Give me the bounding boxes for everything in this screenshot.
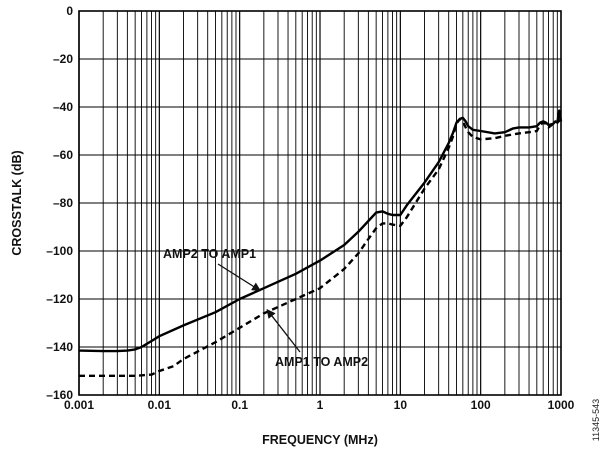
callout-label: AMP2 TO AMP1	[163, 247, 256, 261]
plot-area-frame	[78, 10, 562, 396]
y-tick-label: –40	[53, 100, 73, 114]
figure-id: 11345-543	[591, 399, 601, 441]
x-tick-label: 0.1	[231, 398, 248, 412]
x-tick-label: 100	[471, 398, 491, 412]
plot-grid	[78, 10, 561, 396]
x-tick-label: 10	[394, 398, 408, 412]
y-tick-label: –60	[53, 148, 73, 162]
x-tick-label: 1	[317, 398, 324, 412]
y-tick-label: –80	[53, 196, 73, 210]
x-tick-label: 0.001	[64, 398, 94, 412]
callout-label: AMP1 TO AMP2	[275, 355, 368, 369]
callout-arrow	[266, 309, 301, 353]
x-axis-title: FREQUENCY (MHz)	[262, 433, 378, 447]
y-tick-label: 0	[66, 4, 73, 18]
y-tick-label: –140	[46, 340, 73, 354]
callouts: AMP2 TO AMP1 AMP1 TO AMP2	[163, 247, 368, 369]
x-tick-label: 0.01	[148, 398, 172, 412]
series-layer	[78, 109, 563, 377]
y-tick-label: –120	[46, 292, 73, 306]
callout-arrow	[217, 263, 262, 292]
x-axis-ticks: 0.001 0.01 0.1 1 10 100 1000	[64, 398, 575, 412]
y-tick-label: –100	[46, 244, 73, 258]
x-tick-label: 1000	[548, 398, 575, 412]
series-line	[79, 117, 562, 377]
y-axis-ticks: 0 –20 –40 –60 –80 –100 –120 –140 –160	[46, 4, 73, 402]
y-tick-label: –20	[53, 52, 73, 66]
y-tick-label: –160	[46, 388, 73, 402]
series-line	[78, 109, 563, 353]
y-axis-title: CROSSTALK (dB)	[10, 150, 24, 255]
